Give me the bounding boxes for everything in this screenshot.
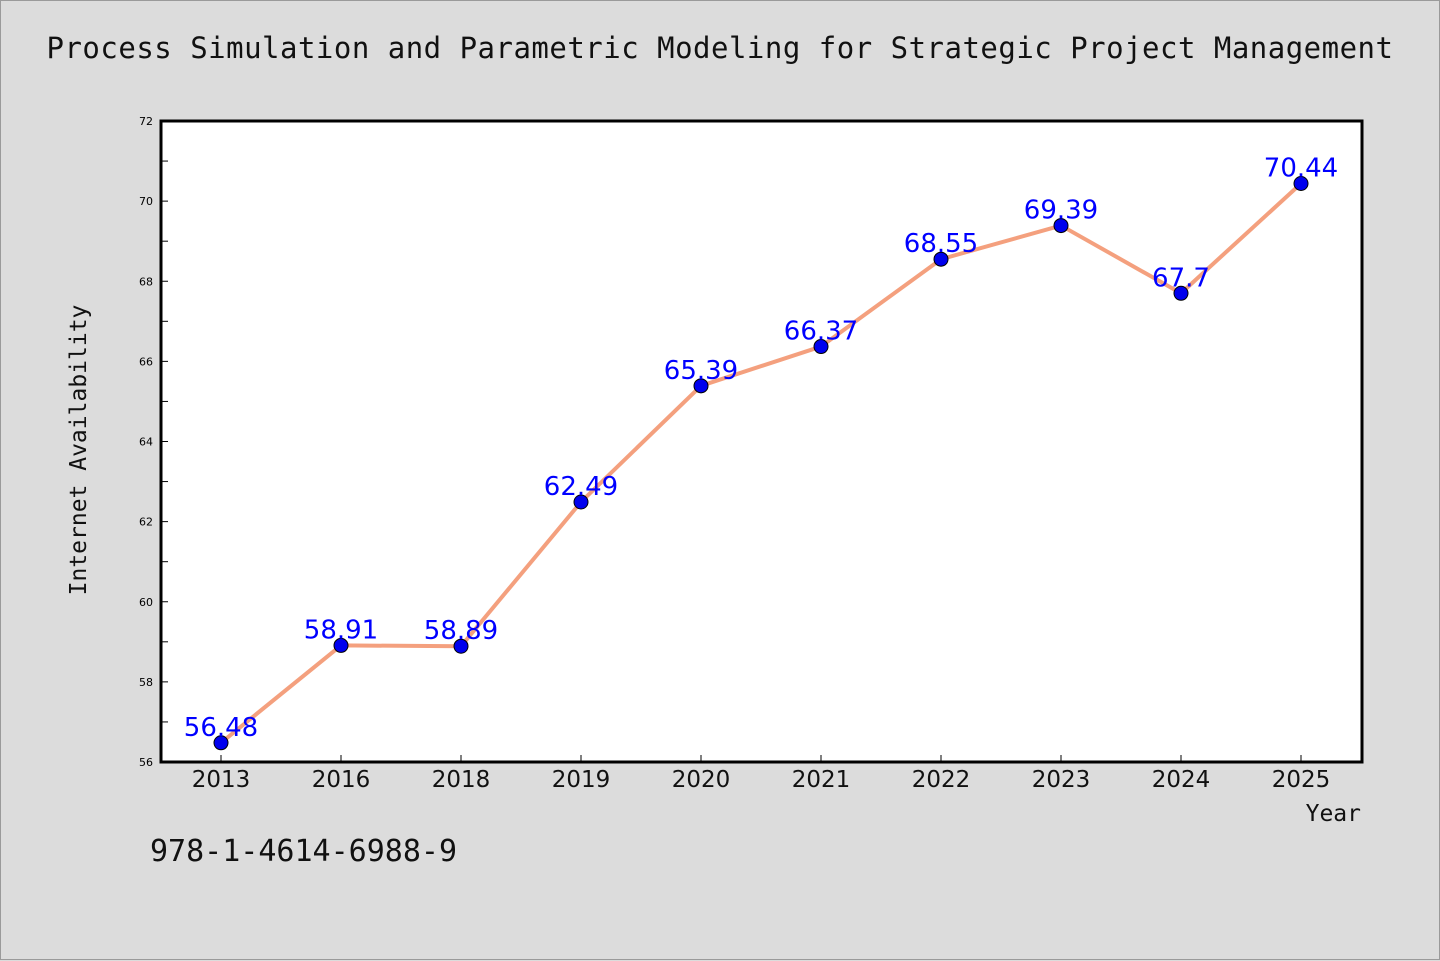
y-axis-label: Internet Availability	[66, 305, 92, 596]
x-tick-label: 2024	[1152, 767, 1211, 793]
chart-title: Process Simulation and Parametric Modeli…	[46, 31, 1394, 65]
data-point	[453, 638, 469, 654]
data-label: 66.37	[784, 317, 858, 347]
data-point	[933, 251, 949, 267]
data-label: 62.49	[544, 472, 618, 502]
data-point	[1293, 175, 1309, 191]
y-tick-label: 60	[139, 596, 153, 609]
y-tick-label: 72	[139, 115, 153, 128]
y-tick-label: 68	[139, 275, 153, 288]
x-tick-label: 2018	[432, 767, 491, 793]
data-point	[813, 339, 829, 355]
x-axis: 2013 2016 2018 2019 2020 2021 2022 2023 2024 2025	[192, 755, 1331, 793]
y-tick-label: 56	[139, 756, 153, 769]
x-axis-label: Year	[1306, 801, 1361, 827]
x-tick-label: 2025	[1272, 767, 1331, 793]
data-point	[333, 637, 349, 653]
x-tick-label: 2020	[672, 767, 731, 793]
isbn-text: 978-1-4614-6988-9	[150, 834, 458, 869]
x-tick-label: 2021	[792, 767, 851, 793]
data-point	[693, 378, 709, 394]
data-label: 67.7	[1152, 263, 1210, 293]
x-tick-label: 2016	[312, 767, 371, 793]
series-line	[219, 181, 1303, 745]
data-point	[573, 494, 589, 510]
data-label: 58.89	[424, 616, 498, 646]
data-label: 58.91	[304, 615, 378, 645]
y-tick-label: 62	[139, 516, 153, 529]
x-tick-label: 2013	[192, 767, 251, 793]
data-label: 70.44	[1264, 153, 1338, 183]
x-tick-label: 2019	[552, 767, 611, 793]
plot-area	[159, 119, 1364, 764]
data-label: 68.55	[904, 229, 978, 259]
y-tick-label: 64	[139, 436, 153, 449]
x-tick-label: 2022	[912, 767, 971, 793]
series-group: 56.48 58.91 58.89 62.49 65.39 66.37 68.55 69.39…	[184, 153, 1338, 751]
data-label: 65.39	[664, 356, 738, 386]
y-tick-label: 70	[139, 195, 153, 208]
y-axis: 56 58 60 62 64 66 68 70 72	[139, 115, 168, 769]
x-tick-label: 2023	[1032, 767, 1091, 793]
y-tick-label: 58	[139, 676, 153, 689]
data-label: 56.48	[184, 713, 258, 743]
data-point	[213, 735, 229, 751]
data-label: 69.39	[1024, 196, 1098, 226]
y-tick-label: 66	[139, 355, 153, 368]
data-point	[1173, 285, 1189, 301]
data-point	[1053, 218, 1069, 234]
